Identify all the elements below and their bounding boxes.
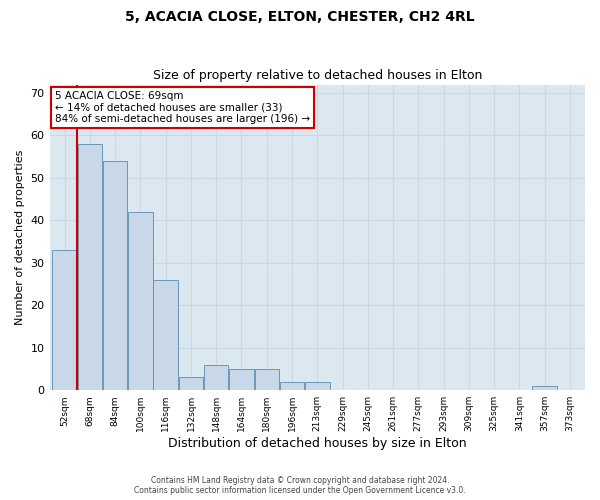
Bar <box>128 212 153 390</box>
X-axis label: Distribution of detached houses by size in Elton: Distribution of detached houses by size … <box>168 437 467 450</box>
Bar <box>204 364 229 390</box>
Bar <box>78 144 102 390</box>
Title: Size of property relative to detached houses in Elton: Size of property relative to detached ho… <box>152 69 482 82</box>
Y-axis label: Number of detached properties: Number of detached properties <box>15 150 25 325</box>
Bar <box>154 280 178 390</box>
Bar <box>103 161 127 390</box>
Bar <box>179 378 203 390</box>
Text: Contains HM Land Registry data © Crown copyright and database right 2024.
Contai: Contains HM Land Registry data © Crown c… <box>134 476 466 495</box>
Bar <box>305 382 329 390</box>
Bar <box>52 250 77 390</box>
Bar <box>280 382 304 390</box>
Bar <box>532 386 557 390</box>
Bar <box>229 369 254 390</box>
Text: 5, ACACIA CLOSE, ELTON, CHESTER, CH2 4RL: 5, ACACIA CLOSE, ELTON, CHESTER, CH2 4RL <box>125 10 475 24</box>
Text: 5 ACACIA CLOSE: 69sqm
← 14% of detached houses are smaller (33)
84% of semi-deta: 5 ACACIA CLOSE: 69sqm ← 14% of detached … <box>55 90 310 124</box>
Bar <box>254 369 279 390</box>
